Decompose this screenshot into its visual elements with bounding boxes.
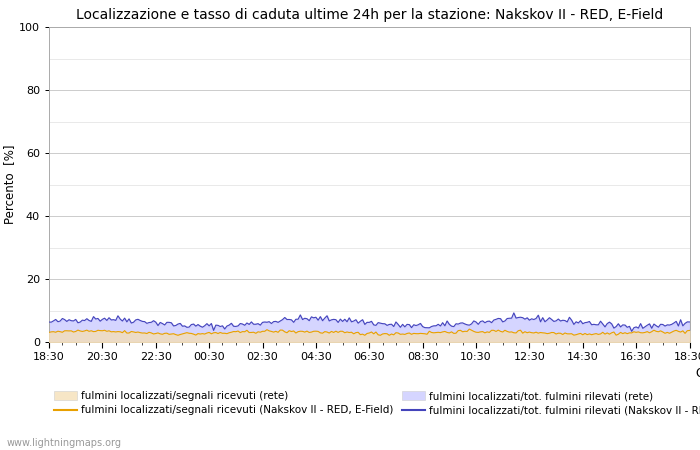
Text: www.lightningmaps.org: www.lightningmaps.org bbox=[7, 438, 122, 448]
Legend: fulmini localizzati/segnali ricevuti (rete), fulmini localizzati/segnali ricevut: fulmini localizzati/segnali ricevuti (re… bbox=[54, 392, 700, 415]
Y-axis label: Percento  [%]: Percento [%] bbox=[4, 145, 16, 224]
Text: Orario: Orario bbox=[695, 367, 700, 380]
Title: Localizzazione e tasso di caduta ultime 24h per la stazione: Nakskov II - RED, E: Localizzazione e tasso di caduta ultime … bbox=[76, 8, 663, 22]
